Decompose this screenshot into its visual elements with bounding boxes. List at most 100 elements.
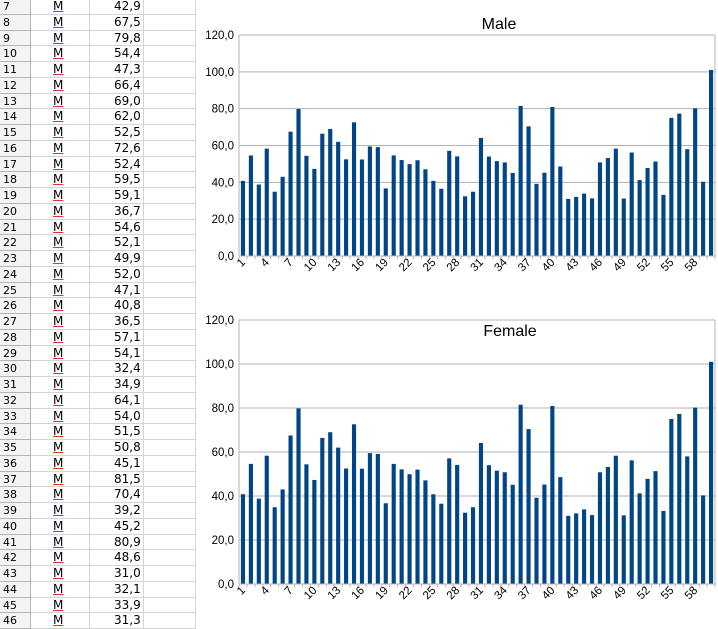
row-number[interactable]: 34 [0,424,31,440]
table-row[interactable]: 7 M 42,9 [0,0,196,15]
empty-cell[interactable] [144,471,196,488]
empty-cell[interactable] [144,140,196,157]
row-number[interactable]: 18 [0,172,31,188]
value-cell[interactable]: 31,0 [90,566,144,582]
value-cell[interactable]: 69,0 [90,93,144,110]
row-number[interactable]: 13 [0,93,31,110]
value-cell[interactable]: 72,6 [90,140,144,157]
spreadsheet-grid[interactable]: 7 M 42,9 8 M 67,5 9 M 79,8 10 M 54,4 11 M 47,3 12 M 66,4 1… [0,0,196,629]
table-row[interactable]: 20 M 36,7 [0,203,196,220]
empty-cell[interactable] [144,581,196,598]
value-cell[interactable]: 57,1 [90,329,144,346]
empty-cell[interactable] [144,613,196,629]
gender-cell[interactable]: M [31,329,90,346]
table-row[interactable]: 38 M 70,4 [0,487,196,503]
empty-cell[interactable] [144,251,196,267]
gender-cell[interactable]: M [31,298,90,314]
empty-cell[interactable] [144,93,196,110]
empty-cell[interactable] [144,235,196,251]
row-number[interactable]: 39 [0,503,31,519]
table-row[interactable]: 45 M 33,9 [0,597,196,614]
empty-cell[interactable] [144,534,196,551]
table-row[interactable]: 14 M 62,0 [0,109,196,125]
value-cell[interactable]: 32,1 [90,581,144,598]
gender-cell[interactable]: M [31,77,90,94]
gender-cell[interactable]: M [31,345,90,362]
value-cell[interactable]: 39,2 [90,503,144,519]
row-number[interactable]: 37 [0,471,31,488]
row-number[interactable]: 43 [0,566,31,582]
row-number[interactable]: 31 [0,377,31,393]
gender-cell[interactable]: M [31,566,90,582]
gender-cell[interactable]: M [31,597,90,614]
value-cell[interactable]: 51,5 [90,424,144,440]
gender-cell[interactable]: M [31,125,90,141]
empty-cell[interactable] [144,424,196,440]
gender-cell[interactable]: M [31,266,90,283]
value-cell[interactable]: 42,9 [90,0,144,15]
empty-cell[interactable] [144,345,196,362]
gender-cell[interactable]: M [31,377,90,393]
row-number[interactable]: 8 [0,14,31,31]
row-number[interactable]: 29 [0,345,31,362]
empty-cell[interactable] [144,266,196,283]
gender-cell[interactable]: M [31,503,90,519]
empty-cell[interactable] [144,30,196,47]
value-cell[interactable]: 36,7 [90,203,144,220]
row-number[interactable]: 38 [0,487,31,503]
row-number[interactable]: 22 [0,235,31,251]
gender-cell[interactable]: M [31,235,90,251]
row-number[interactable]: 28 [0,329,31,346]
row-number[interactable]: 7 [0,0,31,15]
gender-cell[interactable]: M [31,471,90,488]
empty-cell[interactable] [144,156,196,173]
gender-cell[interactable]: M [31,14,90,31]
value-cell[interactable]: 62,0 [90,109,144,125]
gender-cell[interactable]: M [31,62,90,78]
table-row[interactable]: 13 M 69,0 [0,93,196,110]
table-row[interactable]: 24 M 52,0 [0,266,196,283]
row-number[interactable]: 40 [0,518,31,535]
row-number[interactable]: 15 [0,125,31,141]
empty-cell[interactable] [144,62,196,78]
value-cell[interactable]: 45,1 [90,455,144,472]
empty-cell[interactable] [144,172,196,188]
empty-cell[interactable] [144,298,196,314]
value-cell[interactable]: 59,5 [90,172,144,188]
value-cell[interactable]: 52,0 [90,266,144,283]
value-cell[interactable]: 79,8 [90,30,144,47]
empty-cell[interactable] [144,46,196,62]
gender-cell[interactable]: M [31,203,90,220]
empty-cell[interactable] [144,0,196,15]
empty-cell[interactable] [144,314,196,330]
gender-cell[interactable]: M [31,251,90,267]
table-row[interactable]: 39 M 39,2 [0,503,196,519]
table-row[interactable]: 34 M 51,5 [0,424,196,440]
value-cell[interactable]: 66,4 [90,77,144,94]
empty-cell[interactable] [144,597,196,614]
table-row[interactable]: 25 M 47,1 [0,282,196,299]
value-cell[interactable]: 64,1 [90,392,144,409]
table-row[interactable]: 46 M 31,3 [0,613,196,629]
row-number[interactable]: 26 [0,298,31,314]
gender-cell[interactable]: M [31,534,90,551]
value-cell[interactable]: 70,4 [90,487,144,503]
value-cell[interactable]: 52,5 [90,125,144,141]
empty-cell[interactable] [144,109,196,125]
gender-cell[interactable]: M [31,140,90,157]
empty-cell[interactable] [144,219,196,236]
table-row[interactable]: 22 M 52,1 [0,235,196,251]
row-number[interactable]: 33 [0,408,31,425]
row-number[interactable]: 14 [0,109,31,125]
row-number[interactable]: 27 [0,314,31,330]
table-row[interactable]: 11 M 47,3 [0,62,196,78]
value-cell[interactable]: 36,5 [90,314,144,330]
empty-cell[interactable] [144,329,196,346]
empty-cell[interactable] [144,14,196,31]
row-number[interactable]: 45 [0,597,31,614]
gender-cell[interactable]: M [31,455,90,472]
empty-cell[interactable] [144,377,196,393]
row-number[interactable]: 30 [0,361,31,377]
gender-cell[interactable]: M [31,361,90,377]
row-number[interactable]: 25 [0,282,31,299]
